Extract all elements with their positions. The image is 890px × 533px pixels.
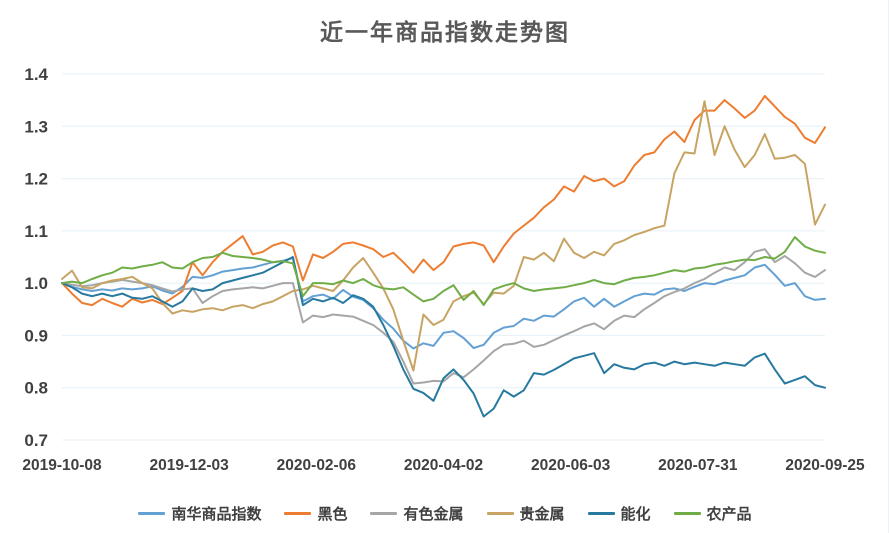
series-line-0: [61, 257, 826, 350]
x-axis-tick-label: 2020-04-02: [404, 457, 483, 474]
legend-item-3: 贵金属: [486, 503, 565, 524]
legend-swatch-icon: [486, 512, 514, 515]
legend-item-4: 能化: [587, 503, 651, 524]
x-axis-tick-label: 2020-02-06: [277, 457, 357, 474]
y-axis-tick-label: 1.3: [24, 117, 48, 136]
legend-item-2: 有色金属: [370, 503, 464, 524]
legend-label: 能化: [620, 506, 651, 523]
x-axis-tick-label: 2020-06-03: [531, 457, 611, 474]
legend-swatch-icon: [673, 512, 701, 515]
series-line-3: [61, 100, 826, 372]
legend-label: 南华商品指数: [171, 506, 262, 523]
series-line-1: [61, 95, 826, 308]
right-edge-line: [888, 0, 889, 533]
y-axis-tick-label: 0.7: [24, 431, 48, 450]
y-axis-tick-label: 1.2: [24, 170, 48, 189]
y-axis-tick-label: 1.4: [24, 65, 48, 84]
legend-swatch-icon: [370, 512, 398, 515]
series-line-4: [61, 256, 826, 418]
legend-item-1: 黑色: [284, 503, 347, 524]
y-axis-tick-label: 1.0: [24, 274, 48, 293]
x-axis-tick-label: 2019-10-08: [22, 457, 102, 474]
legend-swatch-icon: [587, 512, 615, 515]
legend-item-5: 农产品: [673, 503, 752, 524]
chart-title: 近一年商品指数走势图: [320, 19, 570, 45]
legend-label: 贵金属: [519, 506, 565, 523]
x-axis-tick-label: 2019-12-03: [150, 457, 230, 474]
legend-swatch-icon: [284, 512, 312, 515]
series-line-2: [61, 248, 826, 385]
x-axis-tick-label: 2020-07-31: [658, 457, 738, 474]
x-axis-tick-label: 2020-09-25: [785, 457, 865, 474]
series-line-5: [61, 236, 826, 307]
legend-label: 黑色: [317, 506, 348, 523]
legend-item-0: 南华商品指数: [138, 503, 261, 524]
y-axis-tick-label: 0.8: [24, 379, 48, 398]
legend-label: 有色金属: [403, 506, 464, 523]
y-axis-tick-label: 0.9: [24, 326, 48, 345]
legend-label: 农产品: [706, 506, 752, 523]
chart-legend: 南华商品指数 黑色 有色金属 贵金属 能化 农产品: [0, 503, 890, 524]
legend-swatch-icon: [138, 512, 166, 515]
y-axis-tick-label: 1.1: [24, 222, 48, 241]
